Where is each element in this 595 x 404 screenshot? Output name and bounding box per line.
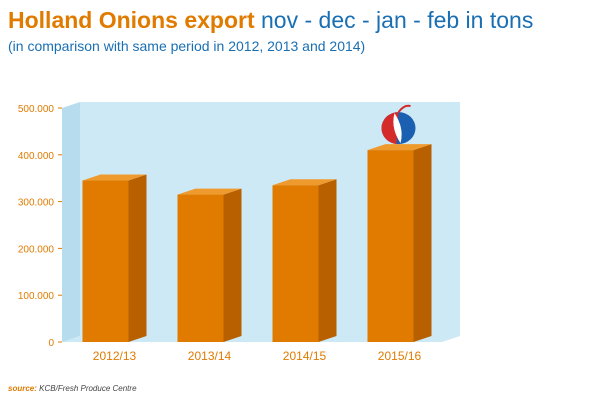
y-tick-label: 400.000	[18, 151, 55, 162]
x-tick-label: 2014/15	[283, 349, 327, 363]
bar-top	[367, 144, 432, 151]
bar-side	[128, 174, 147, 342]
y-tick-label: 300.000	[18, 198, 55, 209]
title-bold-part: Holland Onions export	[8, 7, 255, 33]
x-tick-label: 2013/14	[188, 349, 232, 363]
source-text: KCB/Fresh Produce Centre	[39, 384, 137, 393]
onion-icon	[381, 104, 416, 145]
bar	[82, 180, 129, 342]
bar	[367, 150, 414, 342]
x-tick-label: 2015/16	[378, 349, 422, 363]
y-tick-label: 100.000	[18, 291, 55, 302]
bar	[177, 194, 224, 342]
y-tick-label: 0	[48, 338, 54, 349]
plot-side-wall	[62, 102, 80, 342]
bar-top	[82, 174, 147, 181]
bar-top	[177, 188, 242, 195]
title-rest-part: nov - dec - jan - feb in tons	[261, 7, 534, 33]
x-tick-label: 2012/13	[93, 349, 137, 363]
source-note: source: KCB/Fresh Produce Centre	[8, 384, 137, 393]
bar-side	[413, 144, 432, 342]
y-tick-label: 200.000	[18, 244, 55, 255]
plot-background	[62, 102, 460, 342]
bar-side	[318, 179, 337, 342]
bar-top	[272, 179, 337, 186]
bar	[272, 185, 319, 342]
bar-side	[223, 188, 242, 342]
y-tick-label: 500.000	[18, 104, 55, 115]
chart-subtitle: (in comparison with same period in 2012,…	[8, 38, 366, 54]
source-label: source:	[8, 384, 37, 393]
chart-title: Holland Onions export nov - dec - jan - …	[8, 6, 533, 34]
